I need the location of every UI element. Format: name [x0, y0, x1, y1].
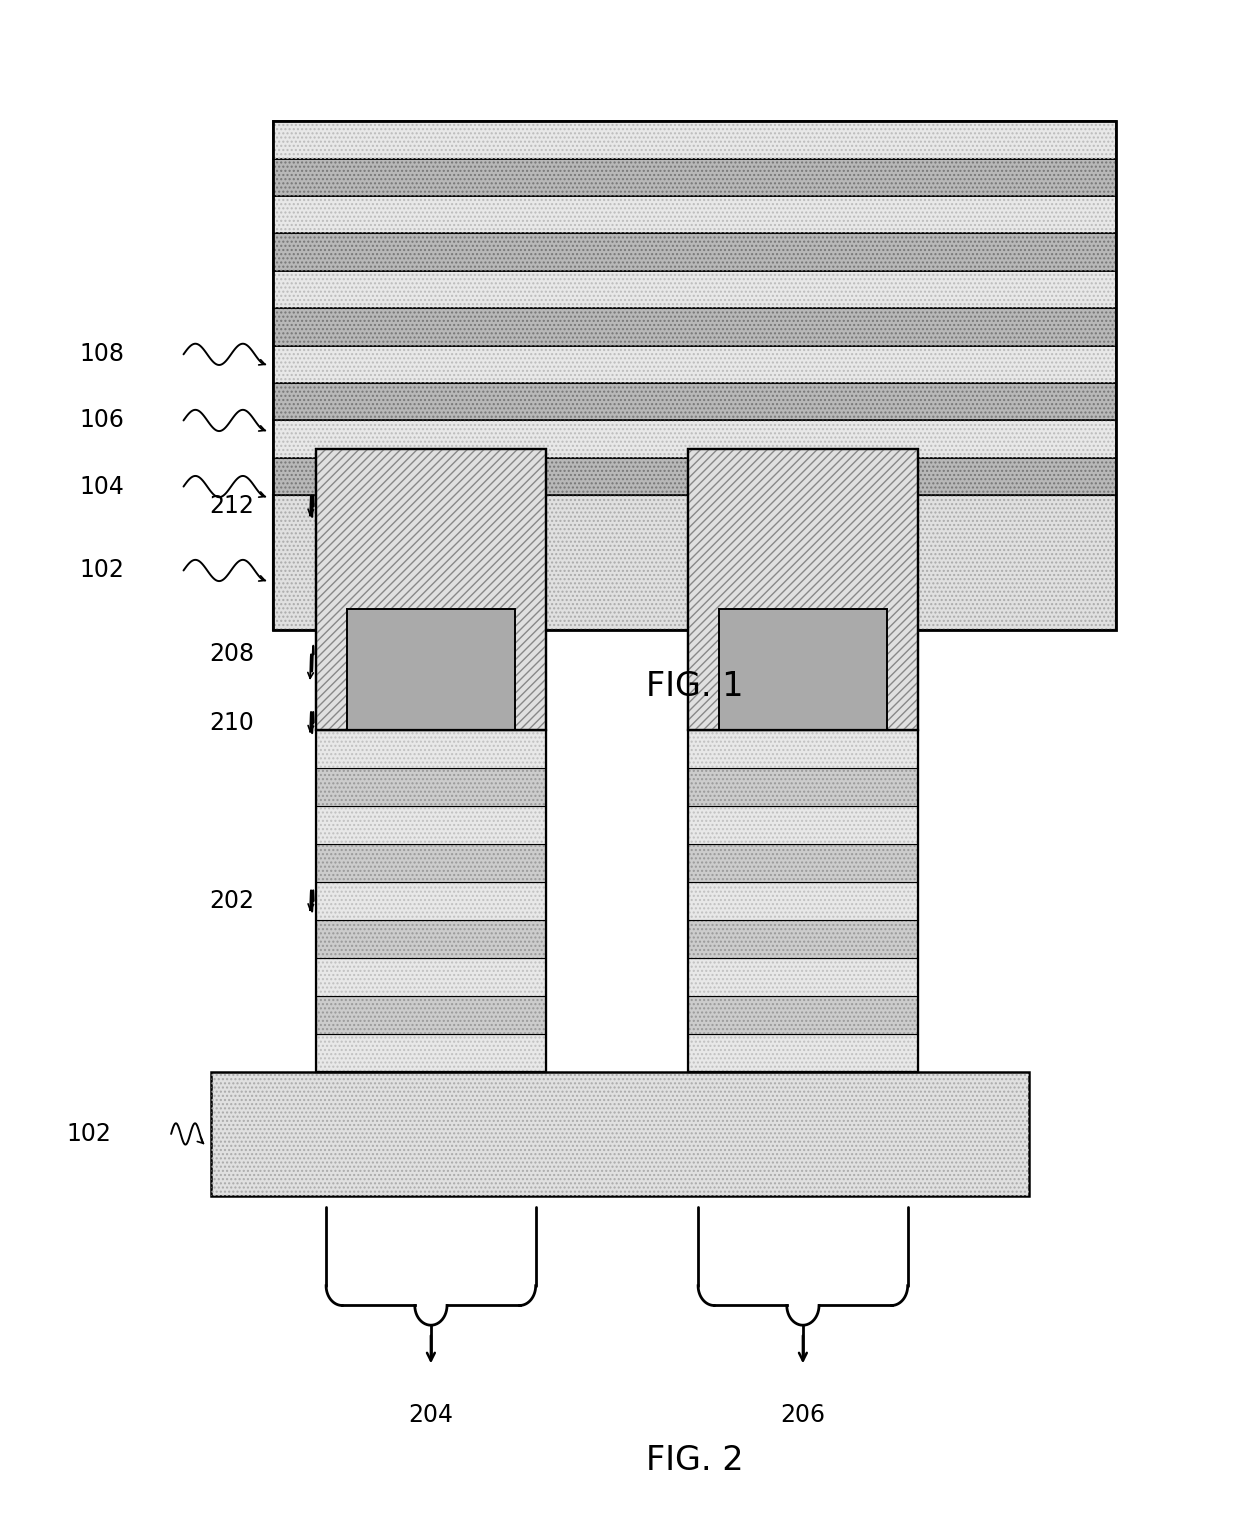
Bar — [688, 882, 918, 920]
Bar — [316, 768, 546, 806]
Bar — [273, 383, 1116, 420]
Bar — [316, 958, 546, 996]
Bar — [688, 958, 918, 996]
Bar — [316, 730, 546, 768]
Bar — [273, 234, 1116, 270]
Text: 210: 210 — [210, 710, 254, 735]
Bar — [316, 844, 546, 882]
Bar — [273, 346, 1116, 383]
Bar — [688, 449, 918, 730]
Bar — [273, 196, 1116, 234]
Text: FIG. 2: FIG. 2 — [646, 1444, 743, 1477]
Bar — [688, 449, 918, 730]
Bar — [316, 844, 546, 882]
Bar — [688, 882, 918, 920]
Bar — [316, 996, 546, 1034]
Bar — [316, 996, 546, 1034]
Bar — [273, 495, 1116, 630]
Bar — [688, 730, 918, 768]
Bar — [688, 920, 918, 958]
Bar — [316, 730, 546, 1072]
Bar — [688, 844, 918, 882]
Bar — [211, 1072, 1029, 1196]
Text: 104: 104 — [79, 475, 124, 498]
Bar — [688, 730, 918, 1072]
Text: 102: 102 — [67, 1122, 112, 1146]
Bar — [211, 1072, 1029, 1196]
Bar — [688, 920, 918, 958]
Bar — [273, 159, 1116, 196]
Bar — [316, 882, 546, 920]
Bar — [316, 1034, 546, 1072]
Bar — [688, 806, 918, 844]
Bar — [273, 420, 1116, 457]
Bar — [688, 449, 918, 730]
Bar — [316, 449, 546, 730]
Bar — [273, 121, 1116, 159]
Bar — [316, 806, 546, 844]
Bar — [273, 495, 1116, 630]
Bar — [316, 449, 546, 730]
Bar — [688, 958, 918, 996]
Bar — [316, 730, 546, 768]
Bar — [273, 159, 1116, 196]
Bar — [273, 420, 1116, 457]
Text: 102: 102 — [79, 559, 124, 583]
Bar — [688, 768, 918, 806]
Bar — [273, 308, 1116, 346]
Bar — [316, 958, 546, 996]
Bar — [316, 449, 546, 730]
Bar — [688, 996, 918, 1034]
Bar — [273, 457, 1116, 495]
Bar — [316, 920, 546, 958]
Text: 204: 204 — [408, 1403, 454, 1427]
Bar — [273, 196, 1116, 234]
Bar — [688, 996, 918, 1034]
Text: 206: 206 — [780, 1403, 826, 1427]
Text: 212: 212 — [210, 495, 254, 518]
Text: 108: 108 — [79, 343, 124, 366]
Bar — [316, 882, 546, 920]
Bar — [316, 1034, 546, 1072]
Bar — [688, 1034, 918, 1072]
Bar — [273, 346, 1116, 383]
Text: 208: 208 — [210, 642, 254, 666]
Bar — [688, 730, 918, 768]
Text: FIG. 1: FIG. 1 — [646, 669, 743, 703]
Bar — [688, 1034, 918, 1072]
Bar — [316, 806, 546, 844]
Bar — [273, 270, 1116, 308]
Text: 202: 202 — [210, 890, 254, 912]
Bar — [688, 806, 918, 844]
Bar — [273, 121, 1116, 630]
Bar — [688, 844, 918, 882]
Bar — [719, 609, 887, 730]
Bar — [273, 308, 1116, 346]
Bar — [273, 270, 1116, 308]
Bar — [688, 768, 918, 806]
Bar — [316, 768, 546, 806]
Text: 106: 106 — [79, 408, 124, 433]
Bar — [273, 383, 1116, 420]
Bar — [273, 234, 1116, 270]
Bar — [273, 457, 1116, 495]
Bar — [347, 609, 515, 730]
Bar — [273, 121, 1116, 159]
Bar — [316, 920, 546, 958]
